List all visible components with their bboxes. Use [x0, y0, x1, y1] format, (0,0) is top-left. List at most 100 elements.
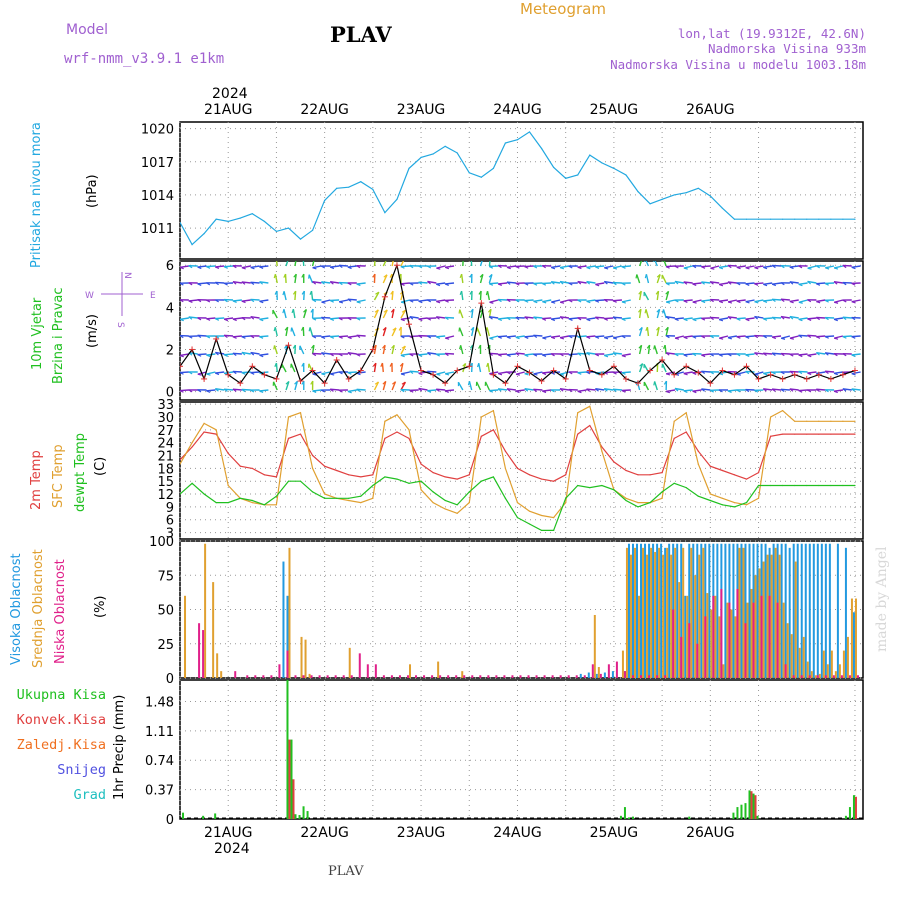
wind-arrow [638, 308, 642, 319]
wind-arrow-head [312, 281, 317, 285]
wind-arrow-head [476, 363, 480, 368]
compass-n: N [122, 272, 132, 279]
series-point [324, 497, 326, 499]
bar [728, 602, 731, 678]
bar [374, 664, 377, 678]
wind-arrow [604, 280, 614, 284]
wind-arrow-head [488, 273, 493, 278]
bar [680, 543, 683, 678]
wind-arrow-head [338, 389, 343, 393]
wind-arrow [666, 299, 676, 303]
bar [792, 543, 795, 678]
series-point [733, 502, 736, 504]
wind-arrow-head [612, 371, 617, 375]
series-point [697, 495, 699, 497]
bottom-day-label: 21AUG [204, 825, 253, 841]
pressure-label-group: Pritisak na nivou mora (hPa) [29, 122, 100, 268]
series-point [456, 478, 458, 480]
wind-arrow [259, 265, 269, 268]
series-point [180, 463, 181, 465]
series-point [709, 493, 711, 495]
wind-arrow-head [479, 273, 484, 278]
series-point [649, 502, 651, 504]
wind-arrow-head [568, 318, 573, 321]
series-point [577, 174, 579, 176]
bar [611, 671, 614, 678]
wind-arrow-head [329, 266, 335, 270]
bar [836, 543, 839, 678]
wind-arrow-head [223, 282, 228, 286]
compass-w: W [85, 291, 94, 301]
wind-arrow [285, 261, 289, 267]
wind-arrow-head [392, 327, 397, 331]
series-point [757, 472, 760, 474]
wind-arrow-head [842, 388, 847, 392]
series-point [215, 218, 217, 220]
series-point [601, 484, 603, 487]
wind-arrow [489, 282, 499, 285]
wind-arrow-head [727, 281, 732, 285]
wind-arrow-head [478, 344, 482, 349]
series-point [492, 409, 494, 412]
wind-arrow [533, 334, 543, 337]
wind-arrow [515, 389, 525, 392]
bar [290, 739, 293, 819]
series-point [733, 506, 736, 508]
wind-arrow-head [180, 318, 184, 322]
series-point [661, 497, 663, 499]
series-point [263, 474, 265, 476]
wind-arrow-head [250, 335, 255, 339]
series-point [528, 523, 531, 525]
wind-arrow-head [833, 267, 839, 270]
bar [350, 675, 353, 678]
series-point [468, 172, 470, 174]
wind-arrow [299, 345, 305, 355]
wind-arrow-head [401, 381, 406, 385]
bar [664, 675, 667, 678]
wind-arrow [645, 261, 650, 267]
wind-arrow [763, 282, 773, 286]
bar [844, 815, 847, 819]
wind-arrow [347, 265, 357, 268]
top-day-label: 21AUG [204, 102, 253, 118]
wind-arrow [816, 335, 826, 338]
wind-arrow-head [533, 265, 538, 269]
series-point [601, 450, 603, 452]
wind-arrow-head [824, 336, 829, 339]
wind-arrow-head [214, 318, 220, 321]
series-point [420, 489, 422, 491]
wind-arrow [710, 265, 720, 269]
wind-arrow-head [312, 317, 317, 321]
series-point [180, 221, 181, 224]
wind-arrow [489, 352, 499, 355]
wind-arrow [807, 353, 817, 356]
wind-arrow [683, 371, 693, 375]
wind-arrow-head [409, 282, 414, 286]
wind-arrow-head [401, 309, 406, 313]
series-point [830, 433, 832, 435]
bar [298, 815, 301, 819]
bar [824, 675, 827, 678]
wind-arrow [312, 352, 322, 355]
bar [286, 680, 289, 819]
wind-arrow [559, 280, 570, 284]
wind-arrow-head [320, 265, 326, 269]
bar [627, 543, 630, 678]
bar [583, 675, 586, 678]
wind-arrow [798, 317, 808, 320]
wind-arrow-head [338, 264, 343, 269]
wind-arrow [197, 353, 207, 356]
wind-arrow-head [310, 380, 314, 385]
wind-arrow [418, 317, 428, 320]
wind-arrow-head [232, 336, 237, 339]
wind-arrow [621, 353, 631, 357]
wind-arrow [400, 265, 410, 268]
wind-arrow [259, 317, 269, 320]
wind-label-group: 10m Vjetar Brzina i Pravac (m/s) N W E S [30, 272, 156, 384]
wind-arrow [825, 370, 835, 373]
wind-arrow-head [427, 317, 432, 321]
wind-arrow-head [577, 390, 582, 394]
series-point [697, 463, 699, 465]
station-title: PLAV [330, 22, 392, 47]
series-point [263, 220, 265, 223]
